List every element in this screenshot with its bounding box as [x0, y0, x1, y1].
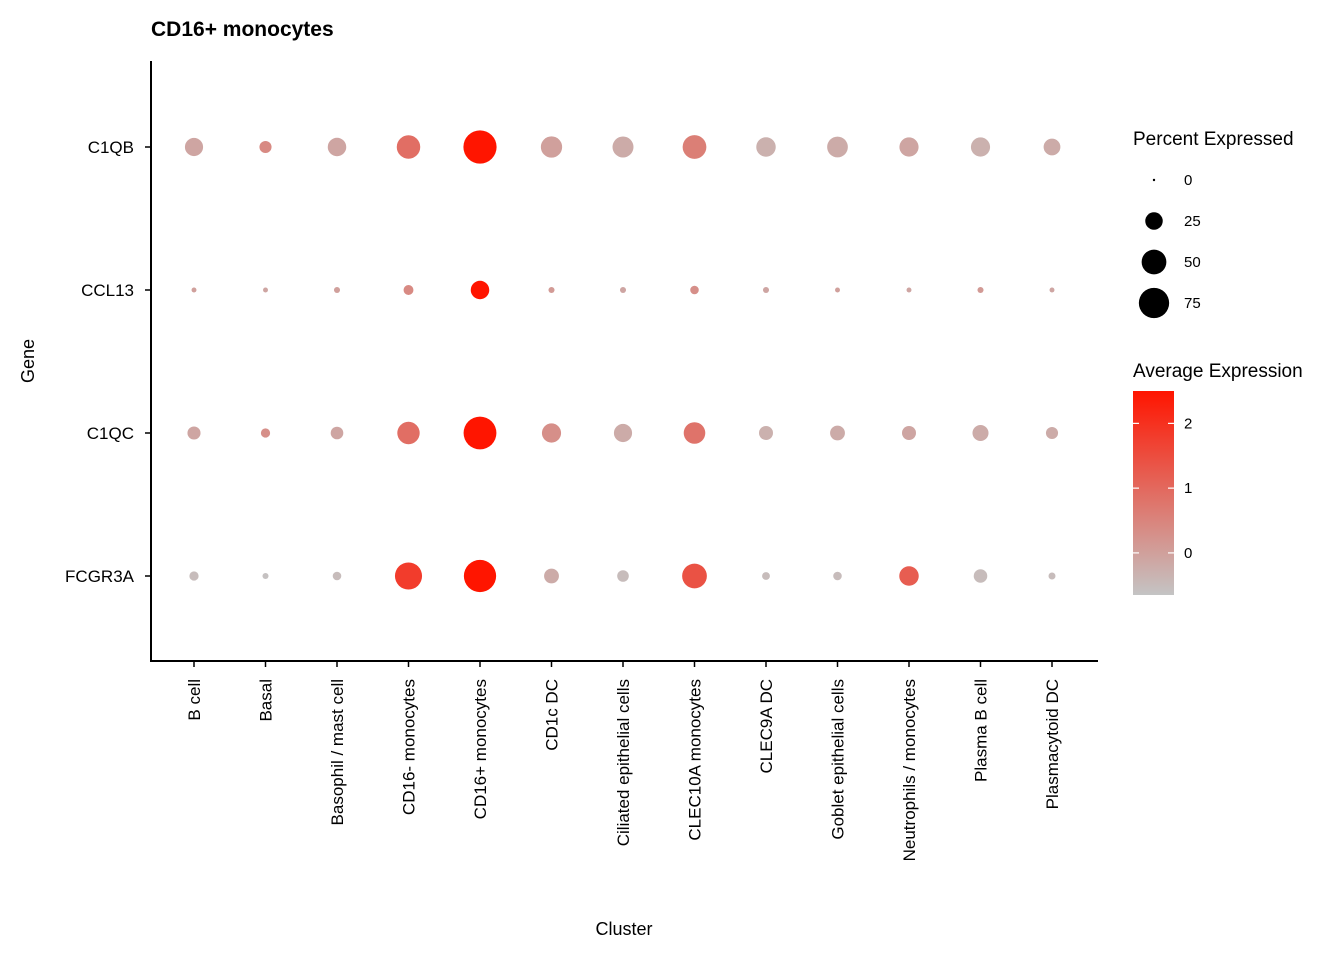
x-tick-label: Plasmacytoid DC — [1043, 679, 1062, 809]
dot-fcgr3a-11 — [973, 569, 988, 583]
dot-fcgr3a-12 — [1048, 572, 1056, 580]
dot-ccl13-4 — [470, 280, 490, 300]
dot-fcgr3a-3 — [394, 562, 423, 590]
dot-c1qc-10 — [902, 426, 916, 440]
dot-fcgr3a-4 — [463, 559, 497, 593]
dot-c1qb-3 — [396, 135, 421, 159]
dot-fcgr3a-6 — [617, 570, 629, 582]
dot-fcgr3a-5 — [544, 568, 559, 584]
size-legend-label: 0 — [1184, 172, 1192, 189]
dot-c1qc-1 — [260, 428, 271, 438]
dot-fcgr3a-2 — [332, 571, 342, 581]
x-tick-label: CD16- monocytes — [400, 679, 419, 815]
dot-fcgr3a-7 — [682, 563, 707, 589]
dot-c1qb-6 — [612, 136, 634, 158]
dot-ccl13-6 — [619, 286, 627, 294]
dot-c1qb-5 — [540, 136, 563, 158]
dot-ccl13-0 — [191, 287, 197, 293]
color-legend-title: Average Expression — [1133, 361, 1303, 382]
dot-ccl13-5 — [548, 286, 555, 294]
x-tick-label: Neutrophils / monocytes — [900, 679, 919, 861]
dot-c1qb-10 — [899, 137, 919, 157]
dot-fcgr3a-10 — [899, 566, 919, 586]
y-axis-title: Gene — [18, 339, 38, 383]
size-legend-label: 25 — [1184, 213, 1201, 230]
dot-ccl13-7 — [690, 285, 699, 295]
dot-c1qb-12 — [1043, 138, 1061, 156]
color-legend-label: 0 — [1184, 545, 1192, 562]
dot-ccl13-3 — [403, 285, 414, 295]
dot-c1qc-3 — [397, 421, 420, 445]
size-legend-dot — [1145, 212, 1163, 230]
x-tick-label: CLEC10A monocytes — [686, 679, 705, 841]
dot-ccl13-10 — [906, 287, 912, 293]
y-tick-label: CCL13 — [81, 281, 134, 300]
dot-c1qc-11 — [972, 424, 989, 442]
x-axis-title: Cluster — [595, 919, 652, 939]
dot-c1qc-8 — [759, 426, 773, 440]
x-tick-label: Basophil / mast cell — [328, 679, 347, 825]
x-tick-label: Basal — [257, 679, 276, 722]
dot-c1qb-9 — [827, 136, 848, 158]
dot-c1qc-6 — [613, 423, 633, 443]
color-bar — [1133, 391, 1174, 595]
y-tick-label: FCGR3A — [65, 567, 135, 586]
size-legend-dot — [1138, 287, 1170, 319]
x-tick-label: B cell — [185, 679, 204, 721]
x-tick-label: CD16+ monocytes — [471, 679, 490, 819]
x-tick-label: CLEC9A DC — [757, 679, 776, 773]
dot-c1qc-5 — [541, 423, 562, 443]
dot-fcgr3a-9 — [833, 571, 842, 581]
dot-ccl13-1 — [263, 287, 268, 293]
dot-fcgr3a-1 — [262, 572, 269, 580]
dot-ccl13-8 — [762, 286, 770, 294]
size-legend-label: 75 — [1184, 295, 1201, 312]
dot-c1qb-11 — [970, 137, 991, 157]
dot-c1qc-12 — [1045, 426, 1059, 440]
dot-fcgr3a-0 — [189, 571, 199, 581]
x-tick-label: CD1c DC — [543, 679, 562, 751]
dot-c1qc-2 — [330, 426, 344, 440]
dot-fcgr3a-8 — [762, 572, 770, 580]
y-tick-label: C1QC — [87, 424, 134, 443]
color-legend-label: 2 — [1184, 415, 1192, 432]
size-legend-dot — [1152, 178, 1156, 182]
dot-ccl13-12 — [1049, 287, 1055, 293]
dot-c1qb-0 — [184, 137, 204, 157]
dot-c1qc-0 — [187, 426, 201, 440]
size-legend-dot — [1141, 249, 1167, 275]
dot-ccl13-2 — [333, 286, 341, 294]
dot-ccl13-11 — [977, 286, 984, 294]
dot-c1qb-1 — [259, 140, 272, 154]
size-legend-title: Percent Expressed — [1133, 129, 1294, 150]
x-tick-label: Plasma B cell — [972, 679, 991, 782]
dot-c1qb-7 — [682, 135, 707, 159]
y-axis-ticks: C1QB CCL13 C1QC FCGR3A — [65, 138, 151, 586]
dot-c1qb-4 — [463, 130, 497, 164]
chart-title: CD16+ monocytes — [151, 18, 334, 41]
dot-c1qc-9 — [830, 425, 845, 441]
color-legend: Average Expression 0 1 2 — [1133, 361, 1303, 595]
dot-c1qc-7 — [683, 422, 706, 444]
color-legend-label: 1 — [1184, 480, 1192, 497]
size-legend: Percent Expressed 0 25 50 75 — [1133, 129, 1294, 319]
plot-area — [184, 130, 1061, 593]
x-axis-ticks: B cell Basal Basophil / mast cell CD16- mon… — [185, 661, 1062, 861]
dot-c1qb-8 — [756, 137, 776, 157]
y-tick-label: C1QB — [88, 138, 134, 157]
size-legend-label: 50 — [1184, 254, 1201, 271]
dot-c1qb-2 — [327, 137, 347, 157]
x-tick-label: Goblet epithelial cells — [829, 679, 848, 840]
x-tick-label: Ciliated epithelial cells — [614, 679, 633, 846]
dot-c1qc-4 — [463, 416, 497, 450]
dot-ccl13-9 — [835, 287, 840, 293]
